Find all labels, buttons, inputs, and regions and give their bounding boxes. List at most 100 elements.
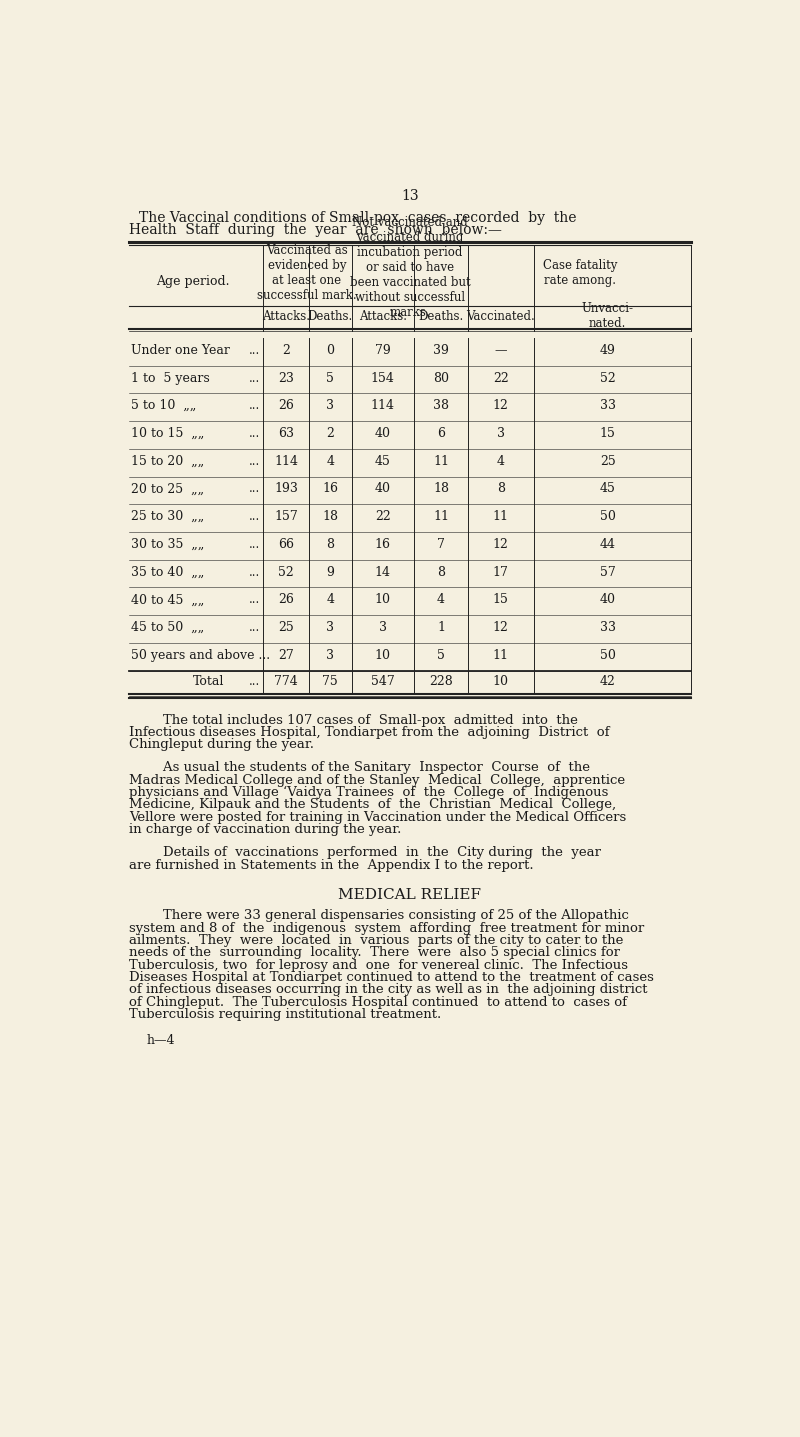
Text: 8: 8 [497, 483, 505, 496]
Text: ...: ... [249, 621, 261, 634]
Text: 154: 154 [371, 372, 395, 385]
Text: 4: 4 [497, 454, 505, 467]
Text: 3: 3 [326, 399, 334, 412]
Text: Diseases Hospital at Tondiarpet continued to attend to the  treatment of cases: Diseases Hospital at Tondiarpet continue… [130, 971, 654, 984]
Text: 40: 40 [375, 427, 391, 440]
Text: ...: ... [249, 343, 261, 356]
Text: 11: 11 [433, 510, 449, 523]
Text: 25 to 30  „„: 25 to 30 „„ [131, 510, 204, 523]
Text: 40: 40 [375, 483, 391, 496]
Text: 10: 10 [375, 648, 391, 661]
Text: 7: 7 [437, 537, 445, 550]
Text: 22: 22 [493, 372, 509, 385]
Text: 49: 49 [600, 343, 615, 356]
Text: 18: 18 [433, 483, 449, 496]
Text: 14: 14 [375, 566, 391, 579]
Text: 52: 52 [600, 372, 615, 385]
Text: ...: ... [249, 427, 261, 440]
Text: are furnished in Statements in the  Appendix I to the report.: are furnished in Statements in the Appen… [130, 858, 534, 871]
Text: Case fatality
rate among.: Case fatality rate among. [543, 259, 618, 286]
Text: MEDICAL RELIEF: MEDICAL RELIEF [338, 888, 482, 902]
Text: 10: 10 [375, 593, 391, 606]
Text: ...: ... [249, 454, 261, 467]
Text: system and 8 of  the  indigenous  system  affording  free treatment for minor: system and 8 of the indigenous system af… [130, 921, 645, 934]
Text: physicians and Village ‘Vaidya Trainees  of  the  College  of  Indigenous: physicians and Village ‘Vaidya Trainees … [130, 786, 609, 799]
Text: 1 to  5 years: 1 to 5 years [131, 372, 210, 385]
Text: ...: ... [249, 510, 261, 523]
Text: 12: 12 [493, 621, 509, 634]
Text: 774: 774 [274, 675, 298, 688]
Text: ...: ... [249, 399, 261, 412]
Text: 38: 38 [433, 399, 449, 412]
Text: 4: 4 [326, 593, 334, 606]
Text: 27: 27 [278, 648, 294, 661]
Text: 26: 26 [278, 399, 294, 412]
Text: 50: 50 [600, 510, 615, 523]
Text: of Chingleput.  The Tuberculosis Hospital continued  to attend to  cases of: of Chingleput. The Tuberculosis Hospital… [130, 996, 627, 1009]
Text: 33: 33 [600, 621, 616, 634]
Text: 39: 39 [433, 343, 449, 356]
Text: 45: 45 [600, 483, 615, 496]
Text: Tuberculosis, two  for leprosy and  one  for venereal clinic.  The Infectious: Tuberculosis, two for leprosy and one fo… [130, 958, 629, 971]
Text: 2: 2 [326, 427, 334, 440]
Text: Attacks.: Attacks. [359, 310, 407, 323]
Text: Attacks.: Attacks. [262, 310, 310, 323]
Text: 0: 0 [326, 343, 334, 356]
Text: Age period.: Age period. [156, 276, 230, 289]
Text: ...: ... [249, 566, 261, 579]
Text: 193: 193 [274, 483, 298, 496]
Text: h—4: h—4 [146, 1035, 175, 1048]
Text: Vaccinated.: Vaccinated. [466, 310, 535, 323]
Text: 18: 18 [322, 510, 338, 523]
Text: 50: 50 [600, 648, 615, 661]
Text: 15 to 20  „„: 15 to 20 „„ [131, 454, 204, 467]
Text: 114: 114 [274, 454, 298, 467]
Text: ...: ... [249, 537, 261, 550]
Text: 11: 11 [493, 648, 509, 661]
Text: 16: 16 [375, 537, 391, 550]
Text: 16: 16 [322, 483, 338, 496]
Text: 10 to 15  „„: 10 to 15 „„ [131, 427, 204, 440]
Text: 66: 66 [278, 537, 294, 550]
Text: 50 years and above ...: 50 years and above ... [131, 648, 270, 661]
Text: —: — [494, 343, 507, 356]
Text: ...: ... [249, 675, 261, 688]
Text: 25: 25 [278, 621, 294, 634]
Text: 3: 3 [326, 621, 334, 634]
Text: The total includes 107 cases of  Small-pox  admitted  into  the: The total includes 107 cases of Small-po… [130, 714, 578, 727]
Text: There were 33 general dispensaries consisting of 25 of the Allopathic: There were 33 general dispensaries consi… [130, 910, 630, 923]
Text: 35 to 40  „„: 35 to 40 „„ [131, 566, 204, 579]
Text: 20 to 25  „„: 20 to 25 „„ [131, 483, 204, 496]
Text: 6: 6 [437, 427, 445, 440]
Text: 63: 63 [278, 427, 294, 440]
Text: ...: ... [249, 593, 261, 606]
Text: 8: 8 [437, 566, 445, 579]
Text: 52: 52 [278, 566, 294, 579]
Text: 45: 45 [375, 454, 391, 467]
Text: 40: 40 [600, 593, 616, 606]
Text: 33: 33 [600, 399, 616, 412]
Text: 80: 80 [433, 372, 449, 385]
Text: 44: 44 [600, 537, 616, 550]
Text: 25: 25 [600, 454, 615, 467]
Text: 22: 22 [375, 510, 390, 523]
Text: Unvacci-
nated.: Unvacci- nated. [582, 302, 634, 331]
Text: 2: 2 [282, 343, 290, 356]
Text: Infectious diseases Hospital, Tondiarpet from the  adjoining  District  of: Infectious diseases Hospital, Tondiarpet… [130, 726, 610, 739]
Text: Medicine, Kilpauk and the Students  of  the  Christian  Medical  College,: Medicine, Kilpauk and the Students of th… [130, 799, 617, 812]
Text: 5: 5 [326, 372, 334, 385]
Text: 9: 9 [326, 566, 334, 579]
Text: 114: 114 [371, 399, 395, 412]
Text: 4: 4 [326, 454, 334, 467]
Text: of infectious diseases occurring in the city as well as in  the adjoining distri: of infectious diseases occurring in the … [130, 983, 648, 996]
Text: 547: 547 [371, 675, 394, 688]
Text: 40 to 45  „„: 40 to 45 „„ [131, 593, 204, 606]
Text: Tuberculosis requiring institutional treatment.: Tuberculosis requiring institutional tre… [130, 1007, 442, 1020]
Text: 45 to 50  „„: 45 to 50 „„ [131, 621, 204, 634]
Text: 15: 15 [600, 427, 615, 440]
Text: Details of  vaccinations  performed  in  the  City during  the  year: Details of vaccinations performed in the… [130, 846, 602, 859]
Text: 1: 1 [437, 621, 445, 634]
Text: Not vaccinated and
vaccinated during
incubation period
or said to have
been vacc: Not vaccinated and vaccinated during inc… [350, 217, 470, 319]
Text: 23: 23 [278, 372, 294, 385]
Text: 17: 17 [493, 566, 509, 579]
